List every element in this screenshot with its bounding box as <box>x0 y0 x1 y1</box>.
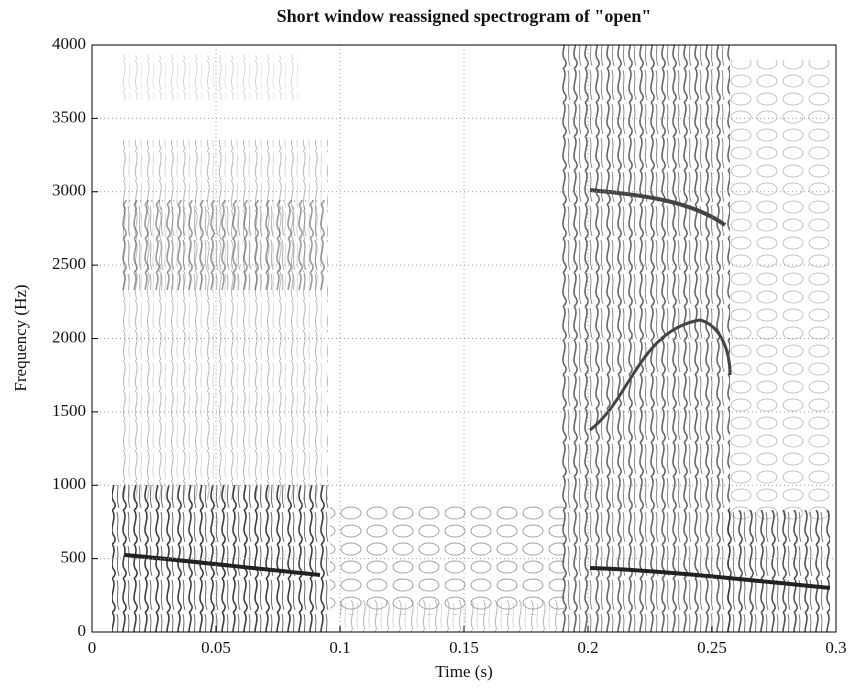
spectrogram-texture <box>112 45 831 632</box>
x-tick-label: 0.3 <box>825 638 846 657</box>
x-tick-label: 0 <box>88 638 97 657</box>
x-axis-label: Time (s) <box>435 662 492 681</box>
y-tick-label: 4000 <box>52 34 86 53</box>
y-tick-label: 1000 <box>52 474 86 493</box>
x-tick-label: 0.05 <box>201 638 231 657</box>
plot-frame <box>91 44 837 633</box>
y-tick-label: 2500 <box>52 254 86 273</box>
y-tick-label: 0 <box>78 621 87 640</box>
x-tick-label: 0.15 <box>449 638 479 657</box>
x-tick-label: 0.1 <box>329 638 350 657</box>
y-tick-label: 500 <box>61 548 87 567</box>
chart-title: Short window reassigned spectrogram of "… <box>277 6 652 26</box>
y-tick-label: 2000 <box>52 327 86 346</box>
x-tick-label: 0.25 <box>697 638 727 657</box>
x-tick-label: 0.2 <box>577 638 598 657</box>
y-tick-label: 3000 <box>52 181 86 200</box>
y-tick-label: 3500 <box>52 107 86 126</box>
y-tick-label: 1500 <box>52 401 86 420</box>
y-axis-label: Frequency (Hz) <box>11 284 30 391</box>
